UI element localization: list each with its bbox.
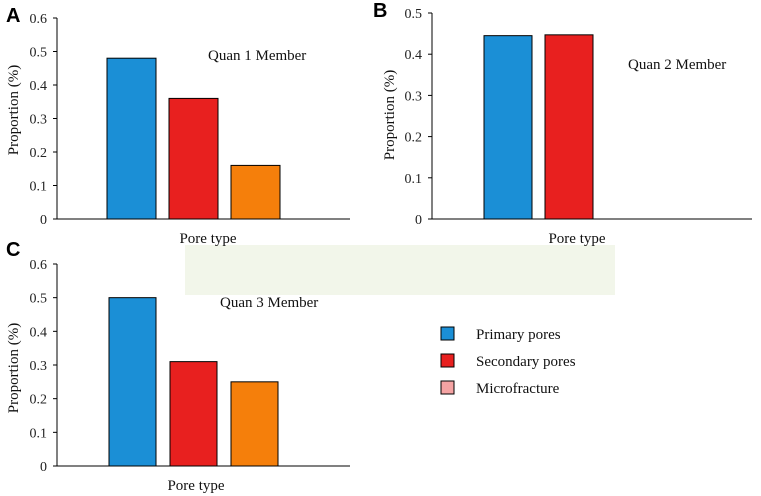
legend-swatch <box>440 353 455 368</box>
y-tick-label: 0.3 <box>405 89 423 104</box>
bar-secondary-pores <box>168 97 219 220</box>
y-tick-label: 0.2 <box>30 393 48 408</box>
legend-item-microfracture: Microfracture <box>440 380 560 397</box>
chart-title: Quan 1 Member <box>208 48 306 64</box>
y-tick-label: 0 <box>40 460 47 475</box>
y-tick-label: 0.5 <box>405 7 423 22</box>
y-axis-label: Proportion (%) <box>6 65 22 155</box>
legend-swatch <box>440 380 455 395</box>
bar-microfracture <box>230 381 279 467</box>
y-tick-label: 0.6 <box>30 258 48 273</box>
y-axis-label: Proportion (%) <box>382 70 398 160</box>
background-band <box>185 245 615 295</box>
y-tick-label: 0 <box>415 213 422 228</box>
y-tick-label: 0.5 <box>30 46 48 61</box>
chart-panel-c: C 0 0.1 0.2 0.3 0.4 0.5 0.6 Quan 3 Member Pore ty… <box>6 239 350 494</box>
y-tick-label: 0.4 <box>405 48 423 63</box>
x-axis-label: Pore type <box>179 231 236 247</box>
bar-primary-pores <box>106 57 157 220</box>
legend-label: Secondary pores <box>476 354 576 370</box>
legend: Primary pores Secondary pores Microfractur… <box>440 326 576 397</box>
y-tick-label: 0.5 <box>30 292 48 307</box>
y-tick-label: 0.1 <box>30 426 48 441</box>
panel-letter: B <box>373 0 387 22</box>
legend-item-secondary-pores: Secondary pores <box>440 353 576 370</box>
legend-swatch <box>440 326 455 341</box>
chart-panel-a: A 0 0.1 0.2 0.3 0.4 0.5 0.6 Quan 1 Member Pore ty… <box>6 5 350 247</box>
bar-primary-pores <box>483 35 533 220</box>
y-tick-label: 0.2 <box>405 131 423 146</box>
x-axis-label: Pore type <box>548 231 605 247</box>
y-tick-label: 0.3 <box>30 359 48 374</box>
y-tick-label: 0.4 <box>30 325 48 340</box>
y-tick-label: 0.1 <box>405 172 423 187</box>
y-tick-label: 0.6 <box>30 12 48 27</box>
bar-secondary-pores <box>544 34 594 220</box>
chart-title: Quan 3 Member <box>220 295 318 311</box>
legend-item-primary-pores: Primary pores <box>440 326 561 343</box>
y-tick-label: 0 <box>40 213 47 228</box>
chart-title: Quan 2 Member <box>628 57 726 73</box>
panel-letter: A <box>6 5 20 27</box>
bar-secondary-pores <box>169 361 218 467</box>
chart-panel-b: B 0 0.1 0.2 0.3 0.4 0.5 Quan 2 Member Pore type P… <box>373 0 752 247</box>
y-tick-label: 0.2 <box>30 146 48 161</box>
legend-label: Primary pores <box>476 327 561 343</box>
bar-microfracture <box>230 164 281 220</box>
panels: A 0 0.1 0.2 0.3 0.4 0.5 0.6 Quan 1 Member Pore ty… <box>6 0 752 494</box>
y-tick-label: 0.1 <box>30 180 48 195</box>
y-axis-label: Proportion (%) <box>6 323 22 413</box>
y-tick-label: 0.4 <box>30 79 48 94</box>
y-tick-label: 0.3 <box>30 113 48 128</box>
x-axis-label: Pore type <box>167 478 224 494</box>
legend-label: Microfracture <box>476 381 560 397</box>
bar-primary-pores <box>108 297 157 467</box>
panel-letter: C <box>6 239 20 261</box>
